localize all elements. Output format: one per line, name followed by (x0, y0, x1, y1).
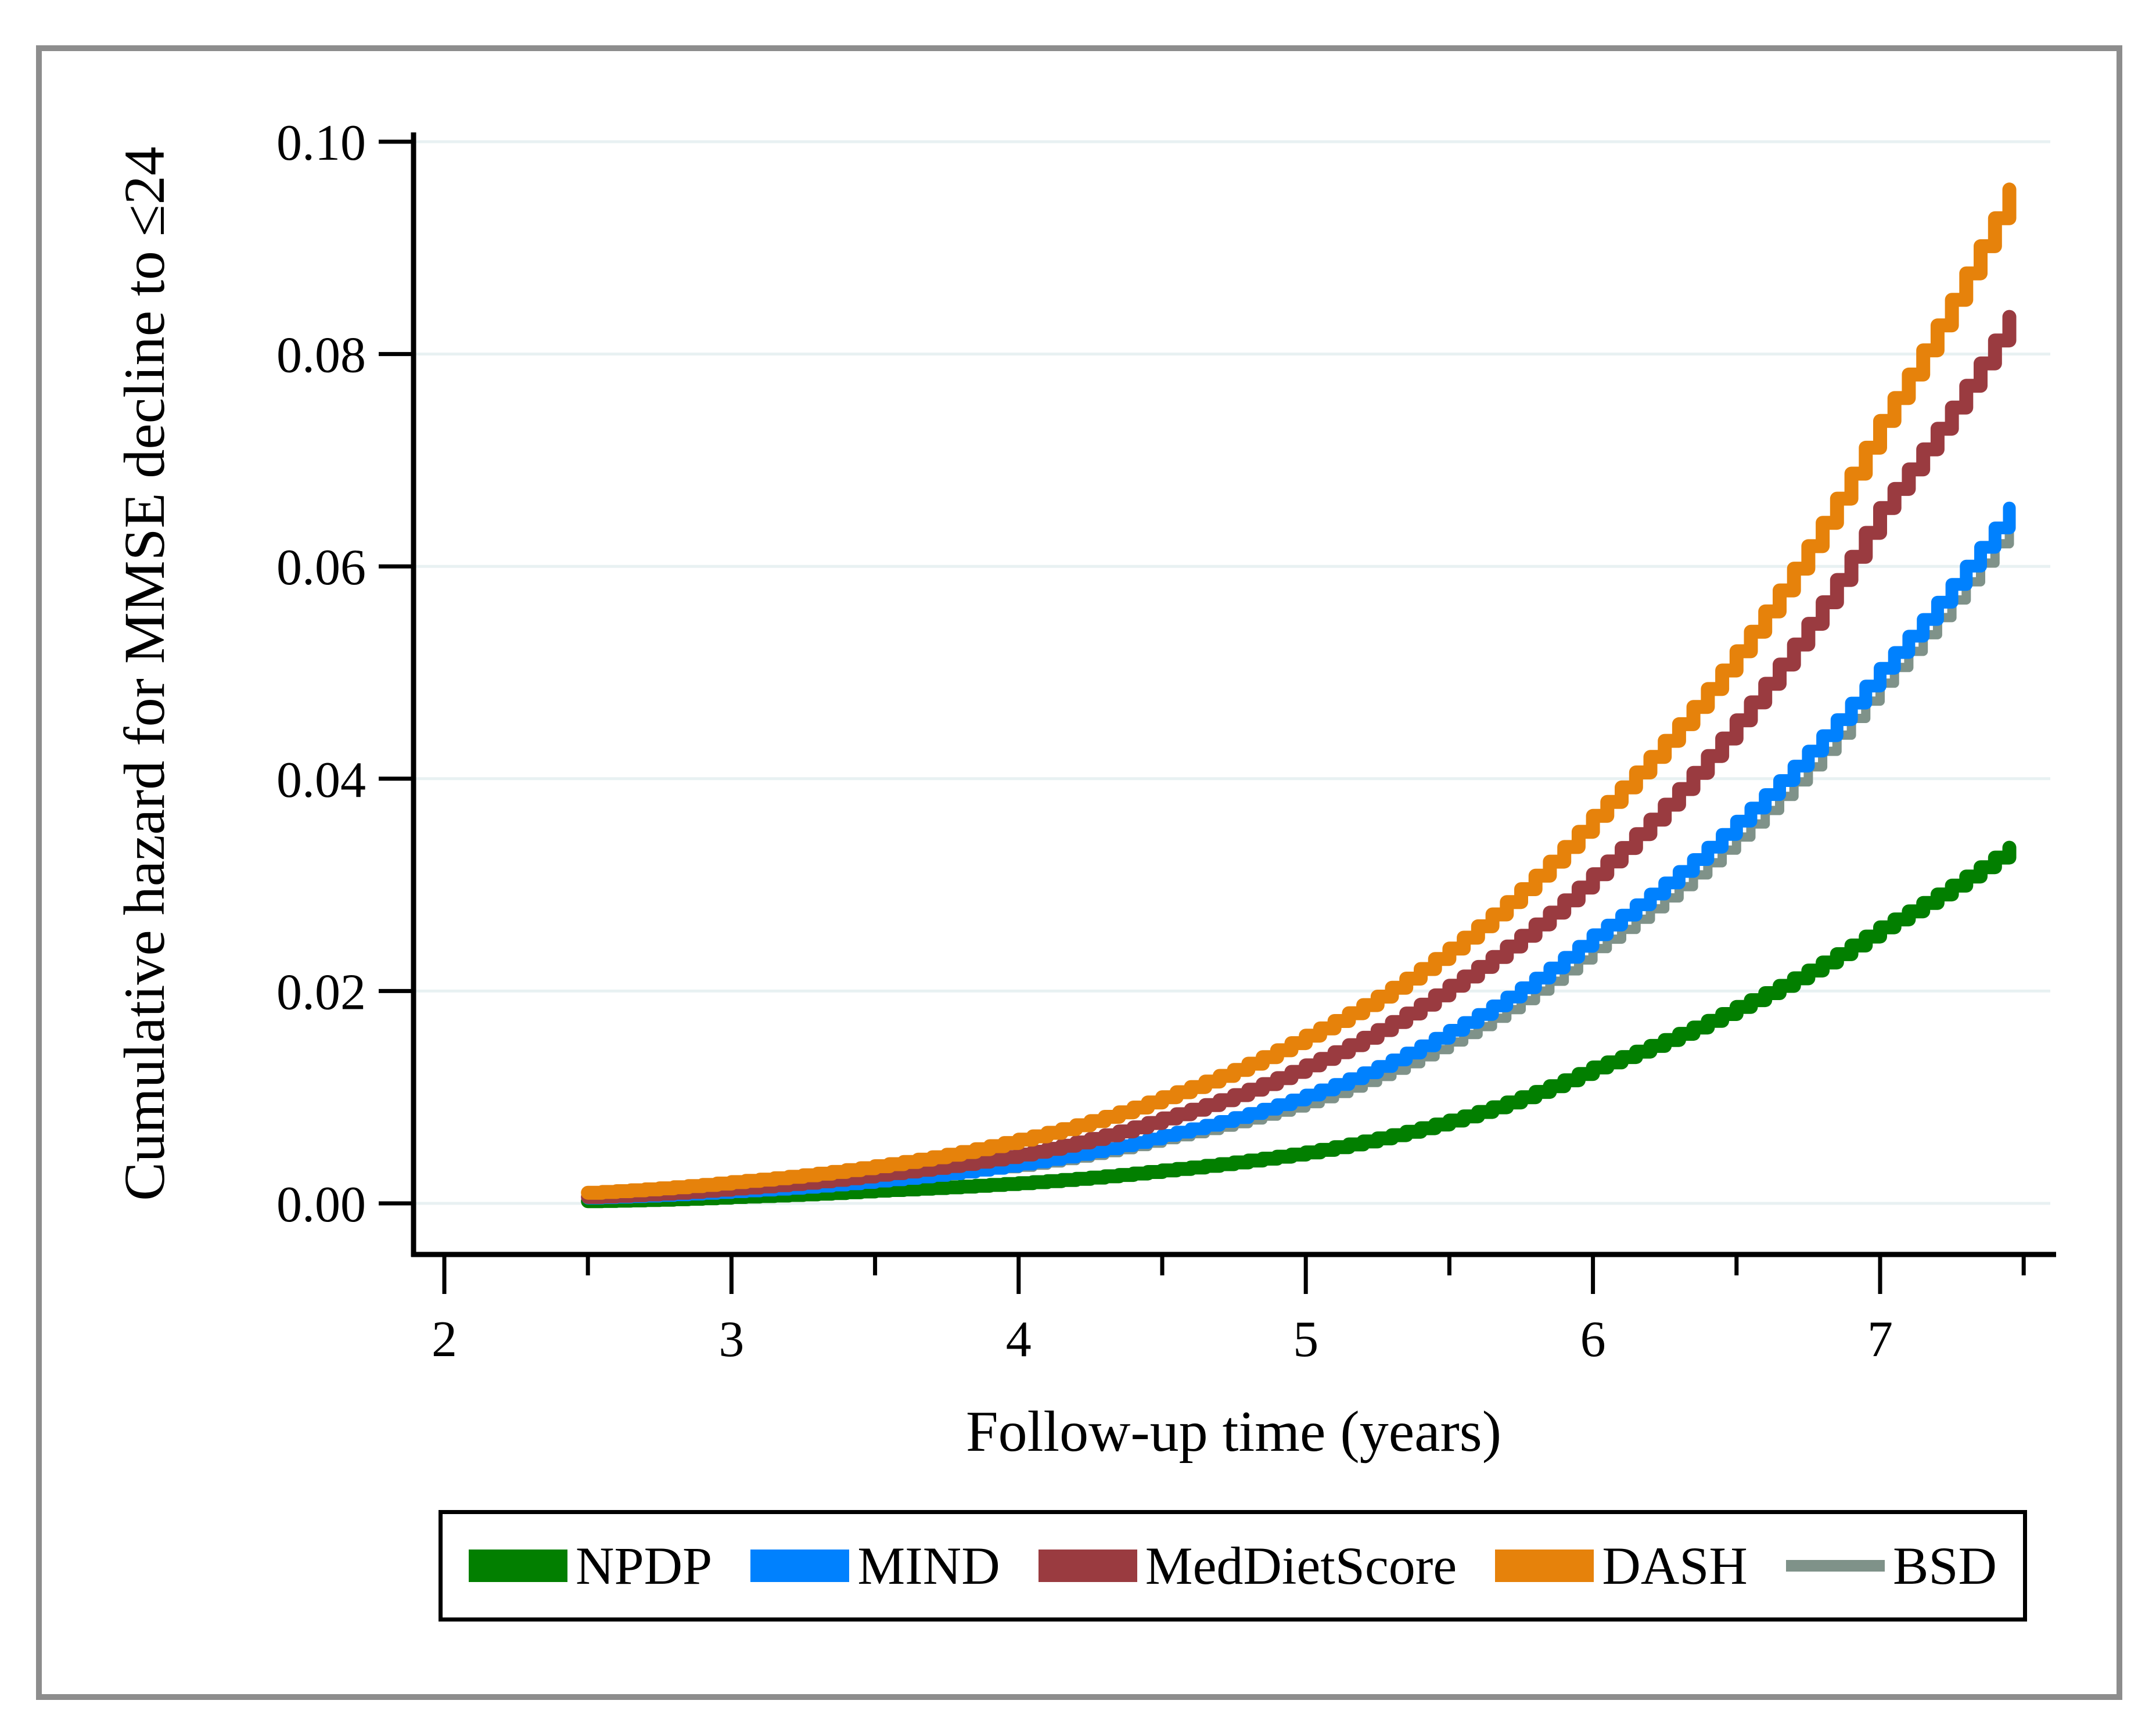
x-axis-title: Follow-up time (years) (966, 1399, 1501, 1464)
y-tick-label-0.04: 0.04 (276, 752, 366, 808)
x-tick-label-3: 3 (718, 1311, 744, 1368)
x-tick-label-7: 7 (1867, 1311, 1893, 1368)
legend-item-npdp: NPDP (469, 1539, 712, 1592)
y-axis-title-group: Cumulative hazard for MMSE decline to ≤2… (112, 146, 177, 1201)
y-tick-label-0.00: 0.00 (276, 1177, 366, 1233)
series-line-npdp (581, 840, 2017, 1209)
legend-label-npdp: NPDP (576, 1536, 713, 1595)
legend-label-meddietscore: MedDietScore (1145, 1536, 1457, 1595)
y-tick-label-0.10: 0.10 (276, 115, 366, 171)
series-line-meddietscore (581, 310, 2017, 1204)
y-axis-title: Cumulative hazard for MMSE decline to ≤2… (112, 146, 177, 1201)
x-tick-label-4: 4 (1006, 1311, 1032, 1368)
legend-box: NPDP MIND MedDietScore DASH BSD (439, 1510, 2027, 1622)
legend-label-bsd: BSD (1892, 1536, 1997, 1595)
legend-item-dash: DASH (1495, 1536, 1748, 1595)
dash-swatch-icon (1495, 1550, 1594, 1582)
series-line-dash (581, 182, 2017, 1200)
legend-item-meddietscore: MedDietScore (1038, 1536, 1457, 1595)
mind-swatch-icon (750, 1550, 850, 1582)
x-tick-label-5: 5 (1293, 1311, 1318, 1368)
series-curves (581, 182, 2017, 1209)
legend-item-mind: MIND (750, 1539, 1000, 1592)
figure-border (36, 45, 2122, 1700)
axis-ticks: 0.00 0.02 0.04 0.06 0.08 0.10 2 3 4 5 6 7 (276, 115, 2026, 1368)
y-tick-label-0.06: 0.06 (276, 540, 366, 596)
legend-label-dash: DASH (1602, 1536, 1748, 1595)
x-tick-label-2: 2 (432, 1311, 457, 1368)
legend-label-mind: MIND (857, 1536, 1000, 1595)
y-tick-label-0.02: 0.02 (276, 964, 366, 1020)
x-tick-label-6: 6 (1580, 1311, 1606, 1368)
npdp-swatch-icon (469, 1550, 567, 1582)
gridlines (414, 140, 2050, 1205)
legend-item-bsd: BSD (1785, 1536, 1997, 1595)
bsd-swatch-icon (1785, 1560, 1885, 1572)
series-line-mind (581, 501, 2016, 1205)
y-tick-label-0.08: 0.08 (276, 328, 366, 384)
meddietscore-swatch-icon (1038, 1550, 1137, 1582)
